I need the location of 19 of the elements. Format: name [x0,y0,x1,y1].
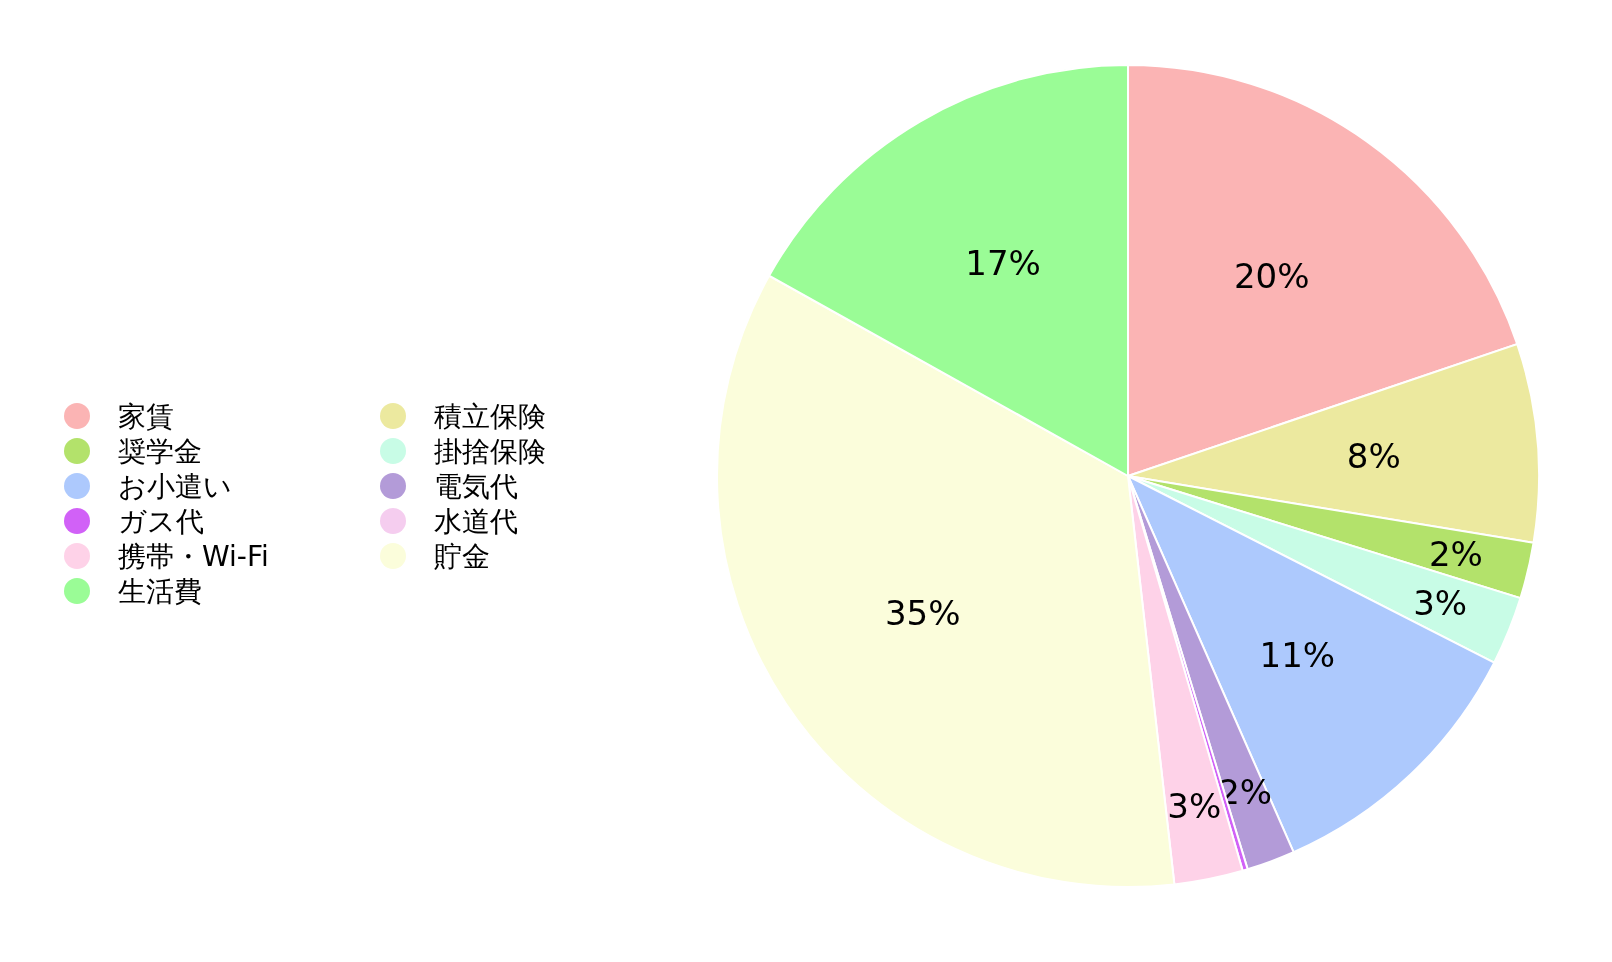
data-label: 17% [965,243,1041,284]
data-label: 2% [1428,533,1483,574]
data-label: 8% [1346,435,1401,476]
legend-label: お小遣い [118,469,232,503]
data-label: 11% [1259,635,1336,676]
legend-label: 家賃 [118,399,174,433]
data-label: 3% [1167,786,1222,827]
legend-label: 生活費 [118,574,202,608]
legend-label: ガス代 [118,504,204,538]
legend-label: 携帯・Wi-Fi [118,539,269,573]
legend-label: 積立保険 [434,399,546,433]
data-label: 20% [1233,255,1310,296]
legend-label: 電気代 [434,469,518,503]
legend-label: 水道代 [434,504,518,538]
legend-label: 奨学金 [118,434,202,468]
data-label: 35% [884,592,961,633]
legend-label: 掛捨保険 [434,434,546,468]
legend-label: 貯金 [434,539,490,573]
data-label: 3% [1413,583,1468,624]
